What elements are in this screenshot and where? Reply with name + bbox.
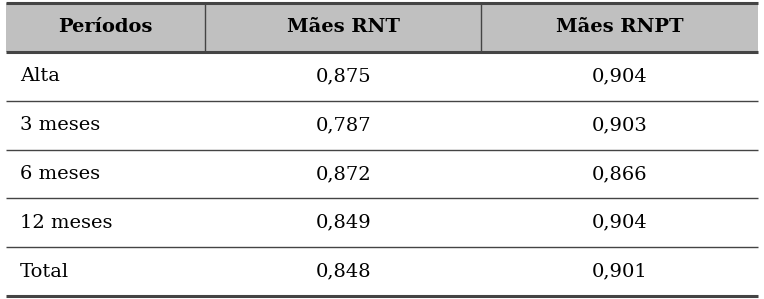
Text: 3 meses: 3 meses — [20, 116, 100, 134]
Text: 6 meses: 6 meses — [20, 165, 100, 183]
Text: 12 meses: 12 meses — [20, 214, 112, 232]
Text: Períodos: Períodos — [59, 19, 153, 36]
Text: 0,875: 0,875 — [316, 67, 371, 85]
Text: 0,872: 0,872 — [316, 165, 371, 183]
Text: Mães RNT: Mães RNT — [286, 19, 400, 36]
Text: 0,901: 0,901 — [591, 263, 647, 280]
Text: 0,904: 0,904 — [591, 214, 647, 232]
Text: 0,904: 0,904 — [591, 67, 647, 85]
Text: 0,787: 0,787 — [316, 116, 371, 134]
Text: 0,866: 0,866 — [592, 165, 647, 183]
Text: Total: Total — [20, 263, 69, 280]
Bar — [6, 3, 758, 52]
Text: 0,849: 0,849 — [316, 214, 371, 232]
Text: 0,903: 0,903 — [591, 116, 648, 134]
Text: Alta: Alta — [20, 67, 60, 85]
Text: Mães RNPT: Mães RNPT — [555, 19, 683, 36]
Text: 0,848: 0,848 — [316, 263, 371, 280]
